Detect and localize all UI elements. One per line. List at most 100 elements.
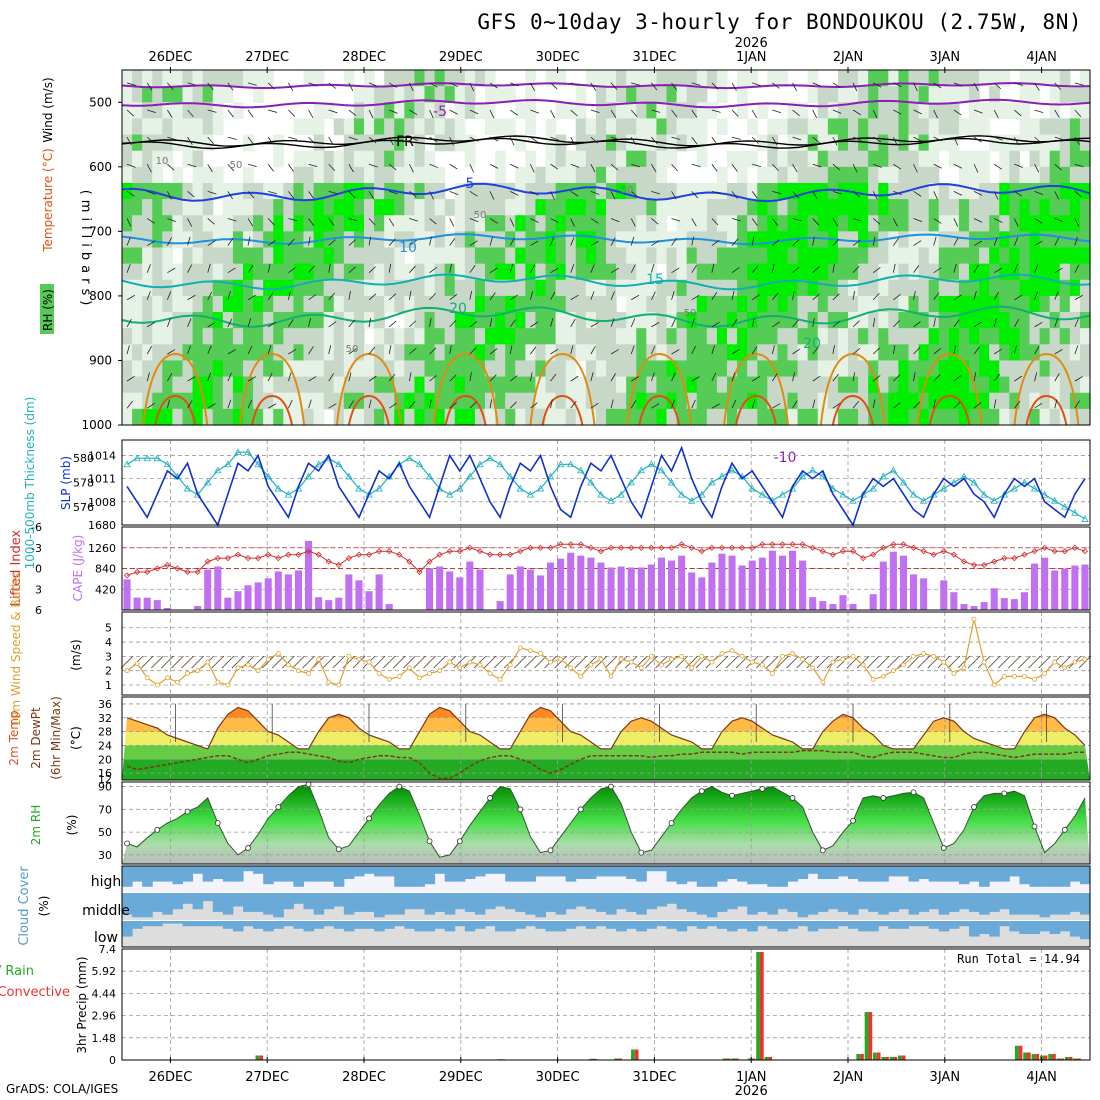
rh-cell bbox=[283, 360, 295, 378]
wind-barb bbox=[792, 266, 800, 273]
cloud-cell bbox=[343, 893, 355, 915]
wind-barb bbox=[993, 399, 997, 409]
rh-cell bbox=[1079, 295, 1091, 313]
rh-cell bbox=[535, 312, 547, 329]
rh-cell bbox=[958, 86, 970, 103]
wind-barb bbox=[308, 82, 318, 87]
wind-barb bbox=[610, 267, 620, 274]
rh-cell bbox=[212, 328, 224, 345]
lifted-point bbox=[1031, 548, 1038, 555]
wind10-point bbox=[417, 675, 422, 681]
rh-cell bbox=[656, 182, 668, 200]
lifted-tick: 0 bbox=[35, 563, 42, 576]
rh-cell bbox=[797, 295, 809, 313]
wind-barb bbox=[852, 82, 858, 92]
wind-barb bbox=[368, 191, 374, 200]
rh-cell bbox=[232, 199, 244, 216]
thickness-point bbox=[204, 478, 212, 486]
rh-cell bbox=[1059, 70, 1071, 87]
rh-cell bbox=[182, 312, 194, 329]
rh-cell bbox=[616, 279, 627, 297]
rh-cell bbox=[353, 376, 365, 394]
wind-barb bbox=[590, 264, 595, 273]
cloud-cell bbox=[606, 921, 617, 929]
rh-cell bbox=[182, 247, 194, 265]
cloud-cell bbox=[848, 893, 859, 915]
isotherm-30-bump bbox=[1025, 394, 1068, 426]
wind-barb bbox=[1014, 136, 1019, 146]
wind-barb bbox=[489, 236, 493, 246]
rh-cell bbox=[1039, 231, 1051, 249]
cloud-cell bbox=[565, 893, 577, 910]
precip-total-bar bbox=[589, 1058, 594, 1060]
cape-bar bbox=[153, 600, 161, 610]
rh-cell bbox=[414, 70, 426, 87]
rh-cell bbox=[737, 344, 748, 362]
rh-cell bbox=[696, 70, 708, 87]
rh-cell bbox=[404, 392, 416, 410]
wind-barb bbox=[187, 163, 197, 168]
wind-barb bbox=[348, 266, 356, 273]
wind-barb bbox=[650, 372, 655, 382]
lifted-point bbox=[950, 551, 957, 558]
rh-cell bbox=[837, 166, 849, 184]
rh-cell bbox=[908, 247, 920, 265]
isotherm-30-bump bbox=[541, 394, 584, 426]
date-tick-bottom: 4JAN bbox=[1026, 1070, 1057, 1085]
rh-cell bbox=[313, 199, 325, 216]
rh-cell bbox=[696, 392, 708, 410]
wind-barb bbox=[1014, 400, 1021, 409]
rh-cell bbox=[686, 118, 698, 136]
wind-barb bbox=[812, 191, 818, 200]
wind-barb bbox=[247, 218, 254, 227]
rh-cell bbox=[616, 166, 627, 184]
rh-cell bbox=[1039, 344, 1051, 362]
wind-barb bbox=[812, 399, 816, 409]
wind-barb bbox=[1074, 264, 1080, 273]
thickness-point bbox=[264, 472, 272, 480]
cloud-cell bbox=[454, 921, 466, 927]
rh-cell bbox=[1049, 231, 1061, 249]
wind-barb bbox=[288, 136, 298, 140]
wind10-point bbox=[810, 665, 816, 671]
rh-cell bbox=[202, 199, 214, 216]
precip-conv-bar bbox=[1077, 1058, 1081, 1060]
rh-cell bbox=[293, 360, 305, 378]
wind-barb bbox=[348, 164, 354, 173]
cloud-cell bbox=[253, 921, 264, 929]
rh-cell bbox=[404, 118, 416, 136]
rh-cell bbox=[999, 408, 1010, 426]
wind-barb bbox=[832, 238, 840, 246]
rh-cell bbox=[716, 199, 728, 216]
wind-barb bbox=[772, 190, 782, 195]
thickness-point bbox=[183, 484, 192, 492]
wind10-point bbox=[285, 662, 291, 668]
rh-cell bbox=[394, 279, 405, 297]
wind10-point bbox=[457, 665, 463, 671]
wind10-point bbox=[134, 661, 140, 666]
slp-tick: 1008 bbox=[88, 496, 116, 509]
isotherm-label: 20 bbox=[449, 301, 467, 317]
rh-cell bbox=[1059, 344, 1071, 362]
cloud-cell bbox=[555, 921, 567, 932]
rh-cell bbox=[606, 86, 617, 103]
rh-cell bbox=[162, 376, 174, 394]
rh-cell bbox=[606, 215, 617, 232]
lifted-point bbox=[718, 544, 726, 551]
wind-barb bbox=[409, 239, 417, 246]
rh-cell bbox=[606, 247, 617, 265]
wind-barb bbox=[812, 293, 820, 301]
wind-barb bbox=[287, 372, 292, 382]
precip-total-bar bbox=[756, 952, 760, 1060]
cape-bar bbox=[1010, 599, 1018, 610]
rh-cell bbox=[989, 312, 1000, 329]
cloud-cell bbox=[1059, 893, 1071, 915]
rh-cell bbox=[656, 118, 668, 136]
rh-cell bbox=[716, 70, 728, 87]
rh-cell bbox=[1069, 328, 1081, 345]
slp-tick: 1014 bbox=[88, 449, 116, 462]
cloud-cell bbox=[999, 921, 1010, 927]
wind-barb bbox=[530, 218, 539, 223]
rh-cell bbox=[827, 86, 839, 103]
rh-cell bbox=[616, 86, 627, 103]
